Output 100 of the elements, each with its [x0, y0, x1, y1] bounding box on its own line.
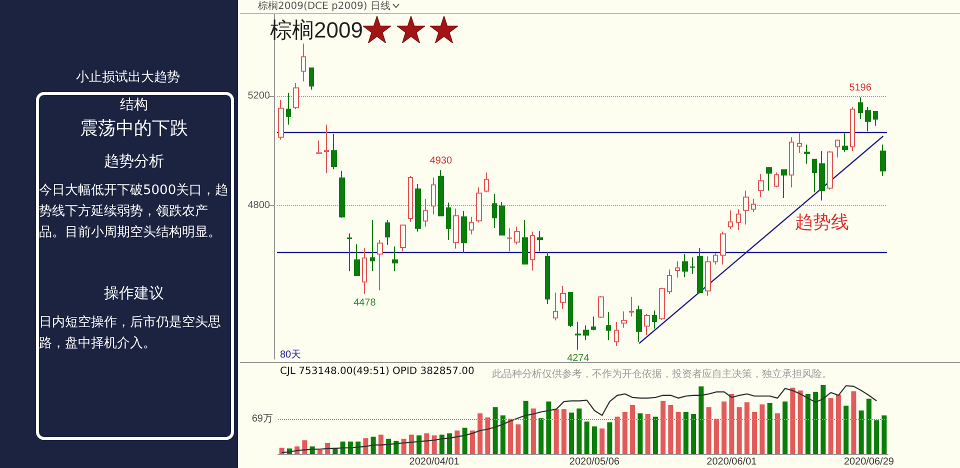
- bar: [614, 416, 620, 454]
- chart-subtitle: 棕榈2009(DCE p2009) 日线: [258, 1, 390, 12]
- candlestick: [652, 310, 657, 330]
- bar: [386, 438, 392, 454]
- bar: [600, 428, 605, 454]
- y-tick-label: 5200: [248, 90, 270, 102]
- bar: [408, 434, 414, 454]
- candlestick: [499, 202, 505, 236]
- candlestick: [606, 312, 611, 341]
- bar: [866, 398, 872, 454]
- candlestick: [453, 208, 459, 250]
- candlestick: [720, 231, 726, 266]
- text: 日内短空操作，后市仍是空头思路，盘中择机介入。: [39, 314, 222, 353]
- x-tick-label: 2020/06/01: [706, 456, 758, 468]
- bar: [805, 394, 810, 454]
- candlestick: [865, 106, 871, 132]
- bar: [592, 426, 597, 454]
- text: 小止损试出大趋势: [75, 69, 181, 86]
- candlestick: [713, 252, 718, 266]
- bar: [538, 418, 544, 454]
- x-tick-label: 2020/04/01: [409, 456, 460, 468]
- bar: [691, 414, 696, 454]
- candlestick: [621, 310, 627, 328]
- candlestick: [278, 99, 284, 140]
- candlestick: [446, 202, 451, 240]
- bar: [607, 422, 612, 454]
- bar: [454, 430, 460, 454]
- bar: [760, 404, 765, 454]
- candlestick: [370, 220, 375, 272]
- candlestick: [591, 316, 596, 331]
- bar: [576, 408, 582, 454]
- candlestick: [804, 144, 810, 164]
- candlestick: [781, 168, 787, 198]
- bar: [714, 418, 719, 454]
- bar: [630, 405, 636, 454]
- candlestick: [705, 256, 711, 296]
- bar: [645, 414, 650, 454]
- candlestick: [690, 256, 695, 274]
- candlestick: [797, 132, 802, 154]
- candlestick: [873, 110, 878, 126]
- candlestick: [842, 132, 848, 152]
- candlestick: [675, 260, 680, 278]
- candlestick: [431, 176, 436, 215]
- annotation: 80天: [280, 350, 302, 360]
- candlestick: [339, 170, 345, 218]
- bar: [851, 391, 856, 454]
- candlestick: [560, 285, 566, 310]
- candlestick: [347, 232, 352, 272]
- bar: [394, 440, 399, 454]
- bar: [668, 405, 674, 454]
- candlestick: [743, 190, 749, 226]
- x-tick-label: 2020/06/29: [844, 456, 894, 468]
- candlestick: [385, 220, 390, 246]
- candlestick: [774, 172, 779, 188]
- bar: [424, 433, 430, 454]
- candlestick: [301, 43, 306, 82]
- candlestick: [858, 96, 863, 120]
- text: 趋势分析: [103, 152, 165, 171]
- candlestick: [598, 296, 604, 318]
- bar: [798, 390, 803, 454]
- bar: [516, 424, 521, 454]
- bar: [546, 402, 552, 454]
- candlestick: [812, 158, 817, 193]
- candlestick: [408, 175, 413, 222]
- y-tick-label: 4800: [248, 200, 270, 212]
- candlestick: [728, 210, 733, 230]
- bar: [858, 410, 864, 454]
- bar: [820, 385, 826, 454]
- candlestick: [354, 244, 360, 276]
- candlestick: [438, 170, 444, 216]
- candlestick: [636, 305, 642, 342]
- candlestick: [392, 246, 398, 272]
- candlestick: [568, 292, 573, 328]
- candlestick: [514, 226, 520, 245]
- candlestick: [530, 231, 535, 272]
- bar: [736, 407, 742, 454]
- candlestick: [309, 67, 314, 90]
- candlestick: [377, 239, 383, 291]
- candlestick: [469, 216, 474, 235]
- bar: [729, 394, 734, 454]
- candlestick: [659, 287, 665, 320]
- candlestick: [614, 322, 619, 347]
- candlestick: [789, 136, 794, 188]
- annotation: 4274: [567, 353, 590, 364]
- bar: [882, 415, 887, 454]
- bar: [470, 430, 475, 454]
- bar: [660, 400, 666, 454]
- text: 结构: [119, 96, 149, 114]
- bar: [478, 413, 483, 454]
- bar: [706, 407, 712, 454]
- ref-line-label: 69万: [252, 413, 273, 424]
- text: 此品种分析仅供参考，不作为开仓依据，投资者应自主决策，独立承担风险。: [492, 368, 832, 381]
- candlestick: [629, 296, 634, 318]
- bar: [638, 413, 643, 454]
- candlestick: [507, 228, 512, 252]
- candlestick: [484, 172, 489, 193]
- bar: [370, 436, 376, 454]
- candlestick: [827, 150, 833, 190]
- bar: [744, 402, 750, 454]
- candlestick: [522, 220, 528, 264]
